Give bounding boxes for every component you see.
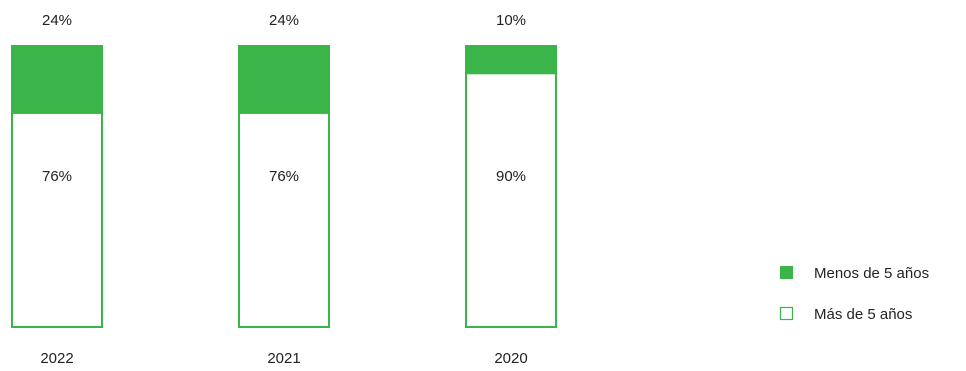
bar-segment-menos-de-5-anos-2022	[11, 45, 103, 113]
legend-label: Menos de 5 años	[814, 265, 929, 282]
bar-segment-menos-de-5-anos-2021	[238, 45, 330, 113]
bar-segment-mas-de-5-anos-2021	[238, 111, 330, 328]
bars-layer	[11, 45, 557, 328]
data-label-menos-de-5-anos-2020: 10%	[496, 12, 526, 29]
data-label-mas-de-5-anos-2020: 90%	[496, 168, 526, 185]
category-label-2021: 2021	[267, 350, 300, 367]
category-label-2022: 2022	[40, 350, 73, 367]
data-label-mas-de-5-anos-2021: 76%	[269, 168, 299, 185]
legend-item-mas-de-5-anos: Más de 5 años	[779, 306, 912, 323]
category-label-2020: 2020	[494, 350, 527, 367]
bar-segment-menos-de-5-anos-2020	[465, 45, 557, 74]
legend-label: Más de 5 años	[814, 306, 912, 323]
bar-segment-mas-de-5-anos-2020	[465, 72, 557, 328]
data-label-menos-de-5-anos-2021: 24%	[269, 12, 299, 29]
legend-swatch-outline	[779, 306, 794, 321]
data-label-mas-de-5-anos-2022: 76%	[42, 168, 72, 185]
legend-swatch-solid	[780, 266, 793, 279]
bar-segment-mas-de-5-anos-2022	[11, 111, 103, 328]
legend-item-menos-de-5-anos: Menos de 5 años	[780, 265, 929, 282]
data-label-menos-de-5-anos-2022: 24%	[42, 12, 72, 29]
legend: Menos de 5 años Más de 5 años	[779, 265, 929, 323]
labels-layer: 24% 76% 2022 24% 76% 2021 10% 90% 2020	[40, 12, 527, 367]
